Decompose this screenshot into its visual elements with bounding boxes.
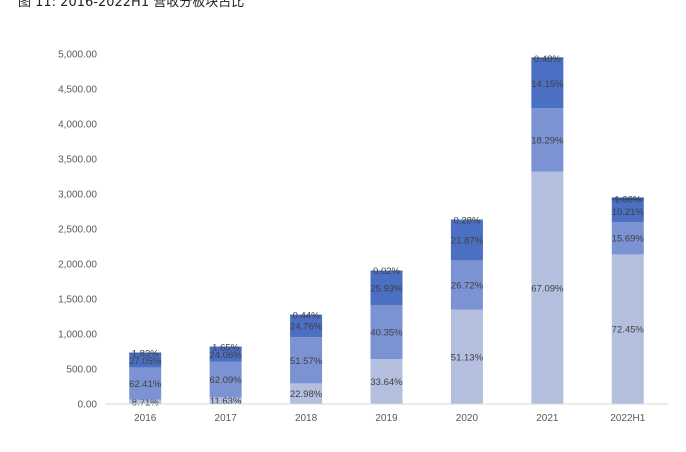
bar-segment-2018-1 xyxy=(290,383,323,404)
data-label: 1.66% xyxy=(614,195,641,206)
data-label: 27.05% xyxy=(129,356,162,367)
bar-segment-2019-3 xyxy=(370,270,403,306)
bar-segment-2020-1 xyxy=(450,309,483,404)
data-label: 24.76% xyxy=(290,322,323,333)
bar-segment-2019-1 xyxy=(370,359,403,404)
data-label: 24.06% xyxy=(210,350,243,361)
bar-segment-2022H1-3 xyxy=(611,200,644,222)
data-label: 67.09% xyxy=(531,283,564,294)
x-tick-label: 2019 xyxy=(375,413,398,424)
bar-segment-2017-2 xyxy=(209,361,242,398)
bar-segment-2021-2 xyxy=(531,108,564,172)
bar-segment-2017-3 xyxy=(209,347,242,362)
bar-segment-2019-4 xyxy=(370,270,403,272)
data-label: 21.87% xyxy=(451,236,484,247)
bar-segment-2017-4 xyxy=(209,346,242,348)
x-tick-label: 2018 xyxy=(295,413,318,424)
y-tick-label: 500.00 xyxy=(66,365,97,376)
bar-segment-2017-1 xyxy=(209,397,242,404)
data-label: 62.09% xyxy=(210,375,243,386)
data-label: 62.41% xyxy=(129,379,162,390)
data-label: 26.72% xyxy=(451,281,484,292)
x-tick-label: 2021 xyxy=(536,413,559,424)
data-label: 15.69% xyxy=(612,234,645,245)
data-label: 11.63% xyxy=(210,396,242,407)
x-axis-ticks: 2016 2017 2018 2019 2020 2021 2022H1 xyxy=(134,413,646,424)
bar-segment-2018-4 xyxy=(290,314,323,316)
data-label: 25.93% xyxy=(370,284,403,295)
bar-segment-2016-4 xyxy=(129,352,162,354)
bar-segment-2020-2 xyxy=(450,260,483,310)
data-label: 72.45% xyxy=(612,325,645,336)
bar-segment-2018-2 xyxy=(290,337,323,384)
y-tick-label: 3,500.00 xyxy=(58,155,97,166)
y-tick-label: 2,500.00 xyxy=(58,225,97,236)
bars: 8.71% 62.41% 27.05%1.83% 11.63% 62.09% 24.06%… xyxy=(129,54,644,408)
data-label: 10.21% xyxy=(612,207,645,218)
data-label: 51.13% xyxy=(451,352,484,363)
bar-segment-2020-4 xyxy=(450,219,483,221)
bar-segment-2020-3 xyxy=(450,220,483,261)
data-label: 1.65% xyxy=(212,343,239,354)
bar-segment-2016-1 xyxy=(129,399,162,404)
data-label: 51.57% xyxy=(290,356,323,367)
x-tick-label: 2020 xyxy=(456,413,479,424)
bar-segment-2018-3 xyxy=(290,315,323,338)
bar-segment-2022H1-1 xyxy=(611,254,644,404)
y-tick-label: 3,000.00 xyxy=(58,190,97,201)
y-tick-label: 1,000.00 xyxy=(58,330,97,341)
data-label: 1.83% xyxy=(132,349,159,360)
data-label: 0.48% xyxy=(534,54,561,65)
data-label: 0.44% xyxy=(293,310,320,321)
bar-segment-2022H1-4 xyxy=(611,197,644,201)
data-label: 0.28% xyxy=(453,215,480,226)
x-tick-label: 2017 xyxy=(215,413,238,424)
y-tick-label: 4,500.00 xyxy=(58,85,97,96)
x-tick-label: 2016 xyxy=(134,413,157,424)
bar-segment-2021-3 xyxy=(531,59,564,109)
bar-segment-2021-4 xyxy=(531,57,564,60)
data-label: 14.15% xyxy=(531,79,564,90)
bar-segment-2022H1-2 xyxy=(611,221,644,255)
data-label: 8.71% xyxy=(132,397,159,408)
bar-segment-2016-3 xyxy=(129,353,162,368)
y-tick-label: 5,000.00 xyxy=(58,50,97,61)
bar-segment-2021-1 xyxy=(531,171,564,404)
data-label: 33.64% xyxy=(370,377,403,388)
data-label: 0.02% xyxy=(373,266,400,277)
y-tick-label: 4,000.00 xyxy=(58,120,97,131)
y-tick-label: 1,500.00 xyxy=(58,295,97,306)
chart-caption: 图 11: 2016-2022H1 营收分板块占比 xyxy=(18,0,245,10)
bar-segment-2016-2 xyxy=(129,367,162,400)
data-label: 40.35% xyxy=(370,328,403,339)
data-label: 22.98% xyxy=(290,389,323,400)
data-label: 18.29% xyxy=(531,135,564,146)
x-tick-label: 2022H1 xyxy=(610,413,645,424)
y-axis-ticks: 0.00 500.00 1,000.00 1,500.00 2,000.00 2,500.… xyxy=(58,50,97,411)
y-tick-label: 2,000.00 xyxy=(58,260,97,271)
bar-segment-2019-2 xyxy=(370,305,403,360)
y-tick-label: 0.00 xyxy=(78,400,98,411)
